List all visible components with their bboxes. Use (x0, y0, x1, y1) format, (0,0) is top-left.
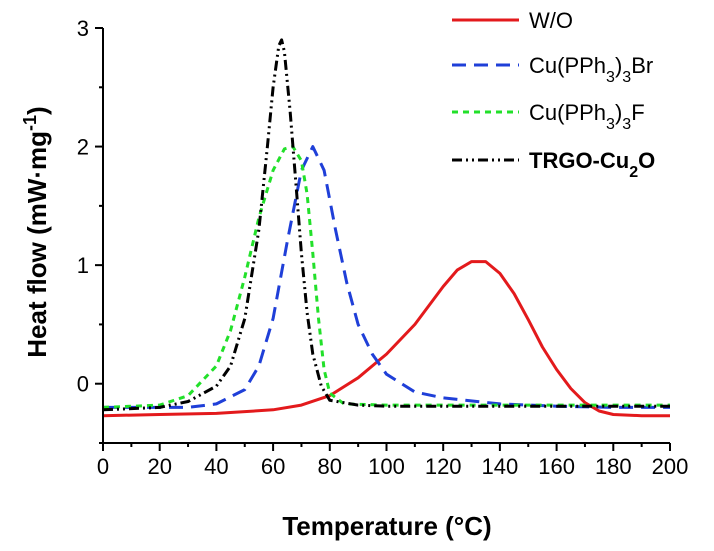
series-line-0 (102, 260, 670, 418)
plot-area (102, 38, 670, 418)
y-axis-label-tail: ) (22, 106, 52, 115)
x-tick-label: 100 (368, 454, 405, 479)
x-tick-label: 60 (261, 454, 285, 479)
x-tick-label: 80 (318, 454, 342, 479)
legend-label-3: TRGO-Cu2O (529, 148, 655, 181)
y-tick-label: 2 (77, 135, 89, 160)
y-axis-label-main: Heat flow (mW·mg (22, 131, 52, 358)
y-axis-label: Heat flow (mW·mg-1) (20, 106, 52, 357)
legend: W/O Cu(PPh3)3Br Cu(PPh3)3F TRGO-Cu2O (452, 8, 655, 181)
legend-label-1: Cu(PPh3)3Br (529, 53, 653, 86)
x-tick-label: 0 (97, 454, 109, 479)
x-tick-label: 120 (425, 454, 462, 479)
y-tick-label: 0 (77, 372, 89, 397)
y-axis-label-sup: -1 (20, 115, 40, 131)
legend-label-2: Cu(PPh3)3F (529, 100, 645, 133)
x-tick-label: 20 (147, 454, 171, 479)
legend-label-0: W/O (529, 8, 573, 33)
series-line-2 (102, 145, 670, 409)
x-tick-label: 200 (652, 454, 689, 479)
x-tick-label: 40 (204, 454, 228, 479)
x-tick-label: 140 (482, 454, 519, 479)
x-tick-label: 160 (538, 454, 575, 479)
series-line-1 (103, 145, 670, 409)
axes: 0 20 40 60 80 100 120 140 160 180 200 0 1 2 3 (77, 16, 689, 479)
x-tick-label: 180 (595, 454, 632, 479)
x-axis-label: Temperature (°C) (282, 511, 491, 541)
y-tick-label: 1 (77, 253, 89, 278)
y-tick-label: 3 (77, 16, 89, 41)
